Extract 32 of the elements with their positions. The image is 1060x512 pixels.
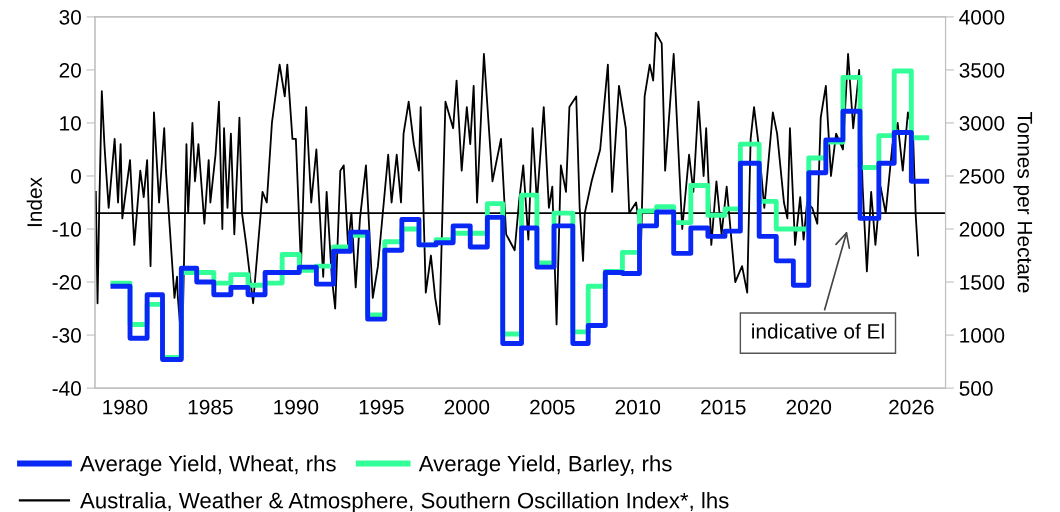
y-tick-label: -40 xyxy=(52,381,81,396)
legend-label: Australia, Weather & Atmosphere, Southern Oscillation Index*, lhs xyxy=(80,492,729,512)
y-tick-label: -30 xyxy=(52,328,81,343)
x-tick-label: 2015 xyxy=(701,399,746,415)
y2-axis-title: Tonnes per Hectare xyxy=(1013,112,1033,293)
annotation: indicative of El xyxy=(752,323,884,339)
legend-label: Average Yield, Barley, rhs xyxy=(418,455,672,476)
y2-tick-label: 2000 xyxy=(959,222,1005,237)
y-tick-label: 20 xyxy=(59,62,81,78)
x-tick-label: 1995 xyxy=(359,399,404,415)
y-tick-label: 0 xyxy=(71,168,81,184)
legend-label: Average Yield, Wheat, rhs xyxy=(80,455,336,476)
y2-tick-label: 3500 xyxy=(959,62,1005,78)
y-tick-label: 10 xyxy=(60,115,81,131)
y-tick-label: -10 xyxy=(52,222,81,237)
x-tick-label: 2005 xyxy=(530,399,575,415)
x-tick-label: 1980 xyxy=(103,399,148,415)
x-tick-label: 2026 xyxy=(889,399,934,415)
y-tick-label: -20 xyxy=(52,275,81,290)
x-tick-label: 2020 xyxy=(786,399,832,415)
x-tick-label: 2000 xyxy=(444,399,490,415)
y-tick-label: 30 xyxy=(59,9,81,25)
y2-tick-label: 4000 xyxy=(959,9,1005,25)
y2-tick-label: 3000 xyxy=(959,115,1005,131)
y2-tick-label: 1000 xyxy=(960,328,1005,343)
y2-tick-label: 1500 xyxy=(960,275,1005,290)
x-tick-label: 1990 xyxy=(274,399,319,415)
x-tick-label: 2010 xyxy=(615,399,661,415)
y2-tick-label: 2500 xyxy=(959,168,1005,184)
y-axis-title: Index xyxy=(26,177,42,227)
x-tick-label: 1985 xyxy=(188,399,233,415)
y2-tick-label: 500 xyxy=(959,381,993,396)
